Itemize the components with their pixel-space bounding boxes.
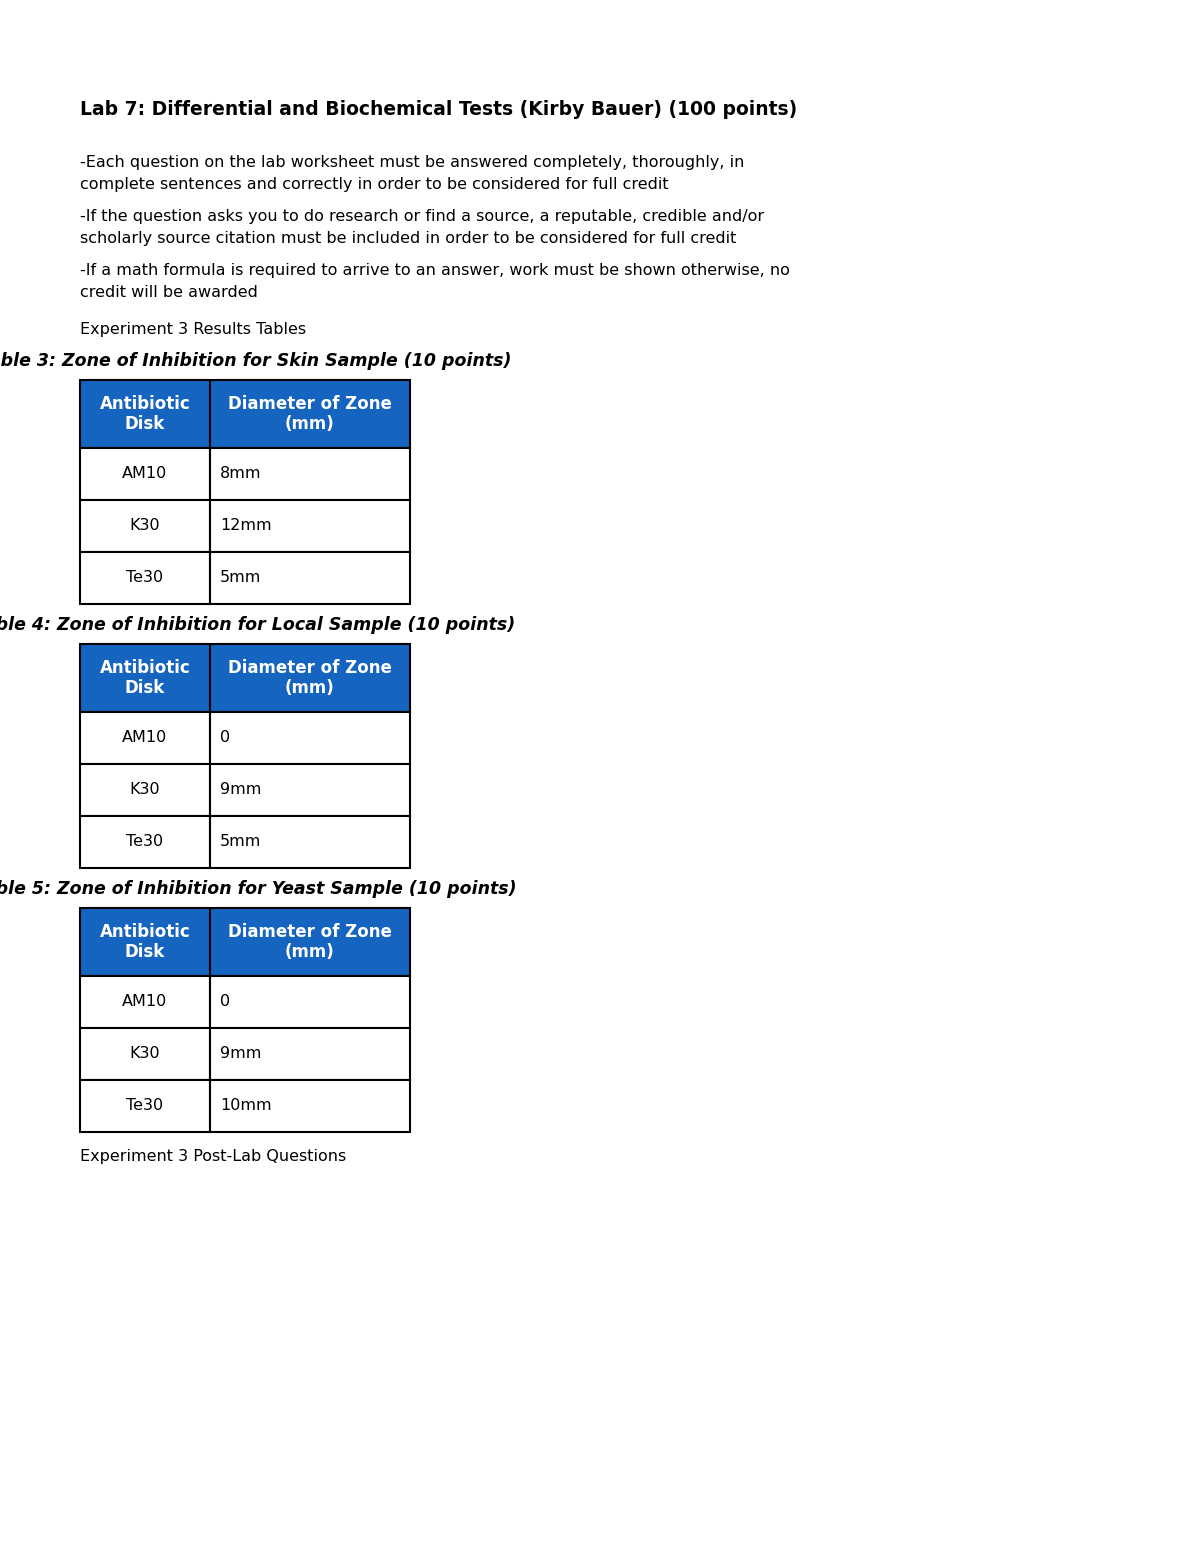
Text: K30: K30 xyxy=(130,1047,161,1062)
Text: Diameter of Zone
(mm): Diameter of Zone (mm) xyxy=(228,922,392,961)
Text: 0: 0 xyxy=(220,994,230,1009)
Text: K30: K30 xyxy=(130,519,161,534)
Text: Te30: Te30 xyxy=(126,570,163,585)
Text: AM10: AM10 xyxy=(122,994,168,1009)
Bar xyxy=(210,815,410,868)
Text: Antibiotic
Disk: Antibiotic Disk xyxy=(100,394,191,433)
Text: Table 5: Zone of Inhibition for Yeast Sample (10 points): Table 5: Zone of Inhibition for Yeast Sa… xyxy=(0,881,516,898)
Text: Table 4: Zone of Inhibition for Local Sample (10 points): Table 4: Zone of Inhibition for Local Sa… xyxy=(0,617,516,634)
Text: Te30: Te30 xyxy=(126,1098,163,1114)
Text: Te30: Te30 xyxy=(126,834,163,849)
Text: complete sentences and correctly in order to be considered for full credit: complete sentences and correctly in orde… xyxy=(80,177,668,193)
Text: 9mm: 9mm xyxy=(220,1047,262,1062)
Bar xyxy=(80,711,210,764)
Text: AM10: AM10 xyxy=(122,466,168,481)
Bar xyxy=(80,764,210,815)
Bar xyxy=(210,644,410,711)
Text: Table 3: Zone of Inhibition for Skin Sample (10 points): Table 3: Zone of Inhibition for Skin Sam… xyxy=(0,353,511,370)
Bar xyxy=(80,909,210,975)
Bar xyxy=(210,711,410,764)
Text: 8mm: 8mm xyxy=(220,466,262,481)
Text: Diameter of Zone
(mm): Diameter of Zone (mm) xyxy=(228,658,392,697)
Text: -If the question asks you to do research or find a source, a reputable, credible: -If the question asks you to do research… xyxy=(80,210,764,224)
Bar xyxy=(80,815,210,868)
Bar xyxy=(210,447,410,500)
Bar xyxy=(210,909,410,975)
Bar xyxy=(210,380,410,447)
Text: 12mm: 12mm xyxy=(220,519,271,534)
Bar xyxy=(80,380,210,447)
Text: K30: K30 xyxy=(130,783,161,798)
Text: Antibiotic
Disk: Antibiotic Disk xyxy=(100,922,191,961)
Bar xyxy=(80,447,210,500)
Bar xyxy=(80,975,210,1028)
Text: 10mm: 10mm xyxy=(220,1098,271,1114)
Text: AM10: AM10 xyxy=(122,730,168,745)
Text: 5mm: 5mm xyxy=(220,834,262,849)
Text: -If a math formula is required to arrive to an answer, work must be shown otherw: -If a math formula is required to arrive… xyxy=(80,262,790,278)
Text: 9mm: 9mm xyxy=(220,783,262,798)
Text: Antibiotic
Disk: Antibiotic Disk xyxy=(100,658,191,697)
Text: Experiment 3 Results Tables: Experiment 3 Results Tables xyxy=(80,321,306,337)
Text: credit will be awarded: credit will be awarded xyxy=(80,286,258,300)
Text: Lab 7: Differential and Biochemical Tests (Kirby Bauer) (100 points): Lab 7: Differential and Biochemical Test… xyxy=(80,99,797,120)
Bar xyxy=(80,1079,210,1132)
Text: Diameter of Zone
(mm): Diameter of Zone (mm) xyxy=(228,394,392,433)
Bar xyxy=(80,500,210,551)
Text: 5mm: 5mm xyxy=(220,570,262,585)
Text: scholarly source citation must be included in order to be considered for full cr: scholarly source citation must be includ… xyxy=(80,231,737,245)
Bar xyxy=(210,975,410,1028)
Text: 0: 0 xyxy=(220,730,230,745)
Bar xyxy=(210,1079,410,1132)
Text: -Each question on the lab worksheet must be answered completely, thoroughly, in: -Each question on the lab worksheet must… xyxy=(80,155,744,169)
Bar xyxy=(80,644,210,711)
Bar xyxy=(210,551,410,604)
Bar xyxy=(80,1028,210,1079)
Bar xyxy=(210,1028,410,1079)
Bar xyxy=(210,500,410,551)
Text: Experiment 3 Post-Lab Questions: Experiment 3 Post-Lab Questions xyxy=(80,1149,347,1165)
Bar xyxy=(80,551,210,604)
Bar xyxy=(210,764,410,815)
